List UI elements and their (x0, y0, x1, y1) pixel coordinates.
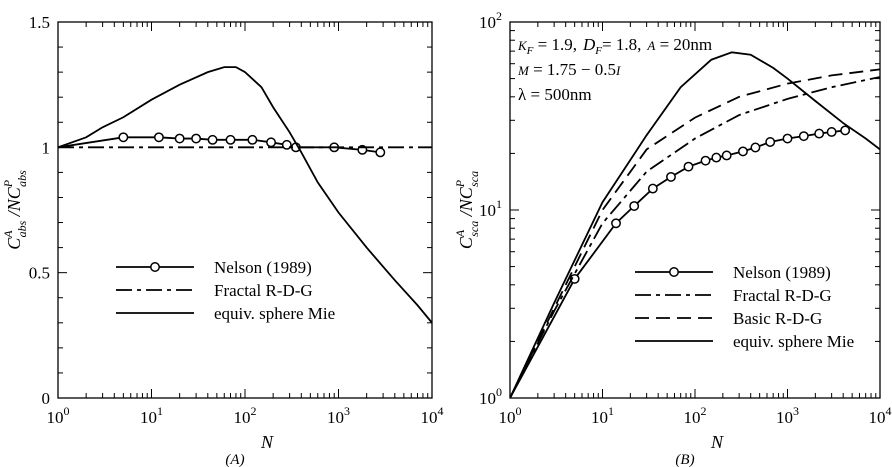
data-point (700, 155, 711, 166)
y-label-main: C (456, 236, 476, 249)
data-point (647, 183, 658, 194)
legend-a-entry-nelson: Nelson (1989) (214, 258, 312, 277)
y-tick-label: 0.5 (29, 264, 50, 283)
x-tick-label: 104 (869, 404, 892, 427)
legend-a-entry-mie: equiv. sphere Mie (214, 304, 335, 323)
y-label-sub2: sca (467, 171, 481, 187)
y-tick-label: 101 (479, 197, 502, 220)
data-point (750, 142, 761, 153)
legend-a: Nelson (1989) Fractal R-D-G equiv. spher… (116, 258, 335, 323)
x-axis-label-a: N (260, 432, 274, 452)
data-point (191, 133, 202, 144)
data-point (174, 133, 185, 144)
y-label-sep: /NC (4, 186, 24, 221)
data-point (782, 133, 793, 144)
legend-b-entry-basic: Basic R-D-G (733, 309, 822, 328)
y-label-main: C (4, 237, 24, 250)
x-axis-label-b: N (710, 432, 724, 452)
y-label-sup1: A (1, 230, 15, 239)
data-point (225, 134, 236, 145)
annotation-m: M = 1.75 − 0.5I (517, 60, 621, 79)
data-point (738, 146, 748, 157)
data-point (826, 127, 837, 137)
axis-ticks-b (509, 22, 880, 399)
data-point (683, 161, 694, 172)
y-label-sub1: sca (467, 221, 481, 237)
data-point (798, 131, 809, 142)
y-axis-label-a: CAabs /NCPabs (1, 170, 29, 250)
x-tick-label: 101 (140, 404, 163, 427)
axis-ticks-a (57, 21, 432, 399)
panel-b: 100 101 102 103 104 100 101 102 CAsca /NCPsca N… (453, 9, 892, 467)
parameter-annotations: KF = 1.9, DF= 1.8, A = 20nm M = 1.75 − 0.5… (517, 35, 712, 104)
legend-b-entry-fractal: Fractal R-D-G (733, 286, 832, 305)
y-label-sup1: A (453, 229, 467, 238)
annotation-kf-df-a: KF = 1.9, DF= 1.8, A = 20nm (517, 35, 712, 57)
series-line-equiv-sphere-mie (58, 66, 432, 324)
data-point (611, 218, 621, 229)
data-point (666, 171, 676, 182)
data-point (629, 201, 640, 211)
y-tick-label: 1.5 (29, 13, 50, 32)
y-label-sub2: abs (15, 170, 29, 187)
data-point (721, 150, 732, 161)
y-label-sup2: P (453, 179, 467, 188)
x-tick-label: 103 (327, 404, 350, 427)
tick-labels-b: 100 101 102 103 104 100 101 102 (479, 9, 892, 427)
x-tick-label: 100 (499, 404, 522, 427)
panel-letter-b: (B) (675, 452, 694, 467)
legend-b-entry-mie: equiv. sphere Mie (733, 332, 854, 351)
data-point (207, 134, 218, 145)
legend-sample-marker (669, 267, 679, 277)
data-point (840, 125, 851, 136)
tick-labels-a: 100 101 102 103 104 0 0.5 1 1.5 (29, 13, 444, 427)
series-line-equiv-sphere-mie (510, 51, 880, 398)
series-line-fractal-r-d-g (510, 76, 880, 398)
y-label-sup2: P (1, 179, 15, 188)
plot-frame-a (57, 21, 433, 399)
data-point (569, 273, 580, 284)
series-group-b (510, 51, 880, 398)
data-point (814, 128, 825, 139)
x-tick-label: 104 (421, 404, 444, 427)
series-group-a (58, 66, 432, 324)
y-label-sep: /NC (456, 186, 476, 221)
data-point (281, 139, 292, 150)
data-point (765, 137, 776, 147)
series-line-basic-r-d-g (510, 68, 880, 398)
data-point (247, 134, 258, 145)
y-tick-label: 100 (479, 385, 502, 408)
y-tick-label: 102 (479, 9, 502, 32)
x-tick-label: 101 (591, 404, 614, 427)
x-tick-label: 103 (776, 404, 799, 427)
x-tick-label: 100 (47, 404, 70, 427)
annotation-lambda: λ = 500nm (518, 85, 592, 104)
legend-b-entry-nelson: Nelson (1989) (733, 263, 831, 282)
y-label-sub1: abs (15, 220, 29, 237)
x-tick-label: 102 (684, 404, 707, 427)
data-point (375, 147, 386, 158)
data-point (266, 137, 277, 148)
data-point (711, 152, 722, 163)
y-tick-label: 0 (42, 389, 51, 408)
data-point (153, 132, 164, 143)
legend-b: Nelson (1989) Fractal R-D-G Basic R-D-G … (635, 263, 854, 351)
panel-letter-a: (A) (225, 452, 244, 467)
legend-a-entry-fractal: Fractal R-D-G (214, 281, 313, 300)
legend-sample-marker (150, 262, 160, 272)
y-axis-label-b: CAsca /NCPsca (453, 171, 481, 249)
data-point (118, 132, 129, 143)
x-tick-label: 102 (234, 404, 257, 427)
y-tick-label: 1 (42, 138, 51, 157)
